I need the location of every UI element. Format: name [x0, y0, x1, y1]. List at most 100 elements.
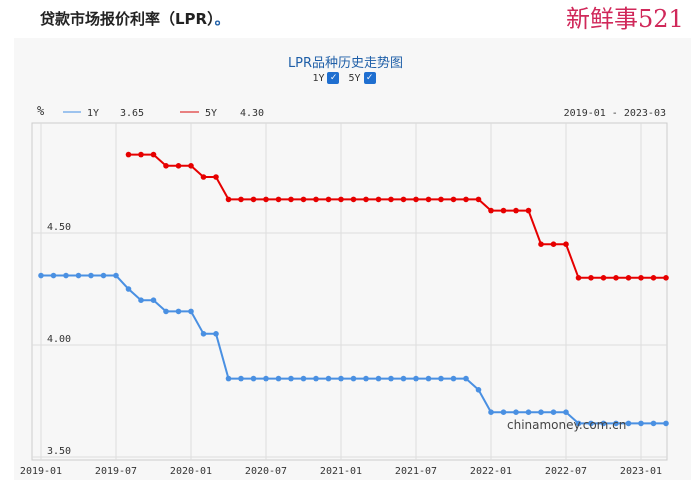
data-point-1Y[interactable] — [425, 375, 432, 382]
data-point-5Y[interactable] — [538, 241, 544, 247]
data-point-5Y[interactable] — [400, 196, 407, 203]
data-point-5Y[interactable] — [238, 196, 244, 203]
data-point-5Y[interactable] — [213, 174, 219, 180]
data-point-1Y[interactable] — [188, 308, 194, 315]
data-point-5Y[interactable] — [600, 275, 607, 281]
toggle-1y-checkbox[interactable]: ✓ — [327, 72, 340, 84]
data-point-1Y[interactable] — [413, 375, 419, 382]
data-point-1Y[interactable] — [538, 409, 544, 416]
data-point-1Y[interactable] — [613, 420, 619, 427]
data-point-1Y[interactable] — [350, 375, 357, 382]
data-point-1Y[interactable] — [625, 420, 632, 427]
data-point-5Y[interactable] — [250, 196, 257, 203]
data-point-1Y[interactable] — [213, 331, 219, 337]
data-point-1Y[interactable] — [600, 420, 607, 427]
data-point-5Y[interactable] — [650, 275, 657, 281]
data-point-5Y[interactable] — [313, 196, 319, 203]
data-point-5Y[interactable] — [300, 196, 307, 203]
data-point-5Y[interactable] — [125, 151, 132, 158]
data-point-1Y[interactable] — [438, 375, 444, 382]
data-point-1Y[interactable] — [588, 420, 594, 427]
data-point-5Y[interactable] — [588, 275, 594, 281]
data-point-5Y[interactable] — [563, 241, 569, 247]
data-point-5Y[interactable] — [363, 196, 369, 203]
data-point-5Y[interactable] — [488, 207, 494, 214]
data-point-1Y[interactable] — [300, 375, 307, 382]
data-point-1Y[interactable] — [163, 308, 169, 315]
data-point-5Y[interactable] — [425, 196, 432, 203]
data-point-1Y[interactable] — [375, 375, 382, 382]
x-tick-label: 2020-01 — [170, 466, 212, 477]
data-point-5Y[interactable] — [150, 151, 157, 158]
data-point-1Y[interactable] — [175, 308, 182, 315]
data-point-1Y[interactable] — [313, 375, 319, 382]
data-point-1Y[interactable] — [500, 409, 507, 416]
data-point-5Y[interactable] — [450, 196, 457, 203]
data-point-5Y[interactable] — [138, 151, 144, 158]
data-point-5Y[interactable] — [638, 275, 644, 281]
data-point-1Y[interactable] — [75, 272, 82, 279]
data-point-1Y[interactable] — [200, 331, 207, 337]
data-point-1Y[interactable] — [400, 375, 407, 382]
data-point-1Y[interactable] — [525, 409, 532, 416]
data-point-5Y[interactable] — [475, 196, 482, 203]
data-point-5Y[interactable] — [188, 163, 194, 169]
data-point-1Y[interactable] — [288, 375, 294, 382]
data-point-1Y[interactable] — [225, 375, 232, 382]
data-point-5Y[interactable] — [275, 196, 282, 203]
data-point-1Y[interactable] — [50, 272, 57, 279]
data-point-1Y[interactable] — [250, 375, 257, 382]
data-point-1Y[interactable] — [488, 409, 494, 416]
data-point-1Y[interactable] — [138, 297, 144, 304]
data-point-5Y[interactable] — [325, 196, 332, 203]
data-point-1Y[interactable] — [638, 420, 644, 427]
data-point-5Y[interactable] — [525, 207, 532, 214]
data-point-1Y[interactable] — [338, 375, 344, 382]
data-point-5Y[interactable] — [438, 196, 444, 203]
toggle-5y-checkbox[interactable]: ✓ — [363, 72, 376, 84]
data-point-1Y[interactable] — [113, 272, 119, 279]
data-point-5Y[interactable] — [513, 207, 519, 214]
data-point-1Y[interactable] — [475, 387, 482, 393]
data-point-5Y[interactable] — [375, 196, 382, 203]
data-point-1Y[interactable] — [388, 375, 394, 382]
data-point-5Y[interactable] — [413, 196, 419, 203]
data-point-1Y[interactable] — [325, 375, 332, 382]
data-point-5Y[interactable] — [625, 275, 632, 281]
data-point-5Y[interactable] — [338, 196, 344, 203]
x-tick-label: 2023-01 — [620, 466, 662, 477]
data-point-1Y[interactable] — [463, 375, 469, 382]
data-point-1Y[interactable] — [450, 375, 457, 382]
data-point-5Y[interactable] — [263, 196, 269, 203]
data-point-5Y[interactable] — [663, 275, 669, 281]
data-point-1Y[interactable] — [650, 420, 657, 427]
data-point-1Y[interactable] — [363, 375, 369, 382]
data-point-1Y[interactable] — [88, 272, 94, 279]
data-point-1Y[interactable] — [263, 375, 269, 382]
data-point-5Y[interactable] — [200, 174, 207, 180]
data-point-1Y[interactable] — [100, 272, 107, 279]
data-point-5Y[interactable] — [163, 163, 169, 169]
data-point-1Y[interactable] — [238, 375, 244, 382]
data-point-1Y[interactable] — [150, 297, 157, 304]
data-point-5Y[interactable] — [388, 196, 394, 203]
data-point-5Y[interactable] — [225, 196, 232, 203]
data-point-5Y[interactable] — [463, 196, 469, 203]
data-point-1Y[interactable] — [275, 375, 282, 382]
data-point-1Y[interactable] — [63, 272, 69, 279]
data-point-5Y[interactable] — [575, 275, 582, 281]
data-point-5Y[interactable] — [288, 196, 294, 203]
data-point-5Y[interactable] — [550, 241, 557, 247]
data-point-5Y[interactable] — [175, 163, 182, 169]
data-point-1Y[interactable] — [563, 409, 569, 416]
data-point-1Y[interactable] — [663, 420, 669, 427]
data-point-1Y[interactable] — [513, 409, 519, 416]
data-point-1Y[interactable] — [38, 272, 44, 279]
section-heading: 贷款市场报价利率（LPR）。 — [40, 8, 230, 29]
data-point-5Y[interactable] — [613, 275, 619, 281]
data-point-5Y[interactable] — [500, 207, 507, 214]
data-point-1Y[interactable] — [125, 286, 132, 292]
data-point-1Y[interactable] — [550, 409, 557, 416]
data-point-1Y[interactable] — [575, 420, 582, 427]
data-point-5Y[interactable] — [350, 196, 357, 203]
